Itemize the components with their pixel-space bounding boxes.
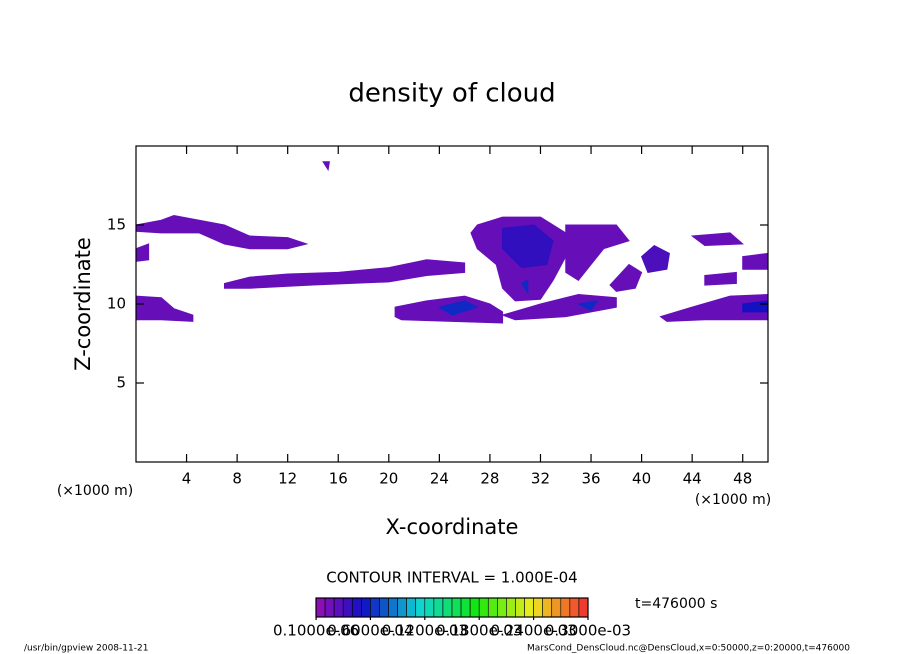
colorbar-frame [315, 597, 589, 618]
colorbar-label: 0.6000e-04 [327, 622, 413, 640]
colorbar-cell [569, 597, 580, 618]
colorbar-cell [533, 597, 543, 618]
colorbar-cell [379, 597, 389, 618]
colorbar-cell [370, 597, 380, 618]
x-tick-label: 48 [733, 470, 752, 488]
y-tick-label: 10 [107, 295, 126, 313]
colorbar-label: 0.1000e-06 [273, 622, 359, 640]
colorbar-cell [560, 597, 571, 618]
x-tick-label: 32 [531, 470, 550, 488]
x-tick-label: 44 [683, 470, 702, 488]
colorbar-cell [469, 597, 480, 618]
x-tick-label: 20 [379, 470, 398, 488]
x-tick-label: 36 [581, 470, 600, 488]
cloud-region [223, 259, 466, 289]
time-label: t=476000 s [635, 596, 717, 612]
cloud-region [438, 300, 479, 316]
cloud-region [609, 263, 643, 292]
colorbar-cell [506, 597, 516, 618]
x-tick-label: 8 [232, 470, 242, 488]
x-tick-label: 28 [480, 470, 499, 488]
cloud-region [135, 295, 194, 322]
colorbar-cell [351, 597, 362, 618]
x-tick-label: 12 [278, 470, 297, 488]
colorbar-cell [397, 597, 407, 618]
cloud-region [690, 232, 744, 247]
colorbar-cell [515, 597, 525, 618]
x-tick-label: 4 [182, 470, 192, 488]
y-axis-label: Z-coordinate [71, 237, 95, 371]
contour-interval: CONTOUR INTERVAL = 1.000E-04 [326, 569, 577, 587]
cloud-region [500, 294, 617, 321]
x-tick-label: 16 [329, 470, 348, 488]
colorbar-label: 0.2400e-03 [490, 622, 576, 640]
cloud-region [576, 300, 599, 311]
y-tick-label: 5 [116, 374, 126, 392]
colorbar-cell [415, 597, 426, 618]
cloud-region [135, 215, 309, 250]
colorbar-cell [324, 597, 335, 618]
colorbar-cell [578, 597, 589, 618]
footer: /usr/bin/gpview 2008-11-21 [24, 644, 148, 654]
cloud-region [322, 161, 330, 172]
colorbar-label: 0.3000e-03 [545, 622, 631, 640]
colorbar-cell [342, 597, 353, 618]
y-tick-label: 15 [107, 216, 126, 234]
colorbar-cell [388, 597, 398, 618]
colorbar-cell [433, 597, 444, 618]
colorbar-cell [478, 597, 489, 618]
colorbar-cell [451, 597, 462, 618]
footer: MarsCond_DensCloud.nc@DensCloud,x=0:5000… [527, 644, 850, 654]
cloud-region [704, 271, 737, 286]
colorbar-cell [497, 597, 507, 618]
cloud-region [502, 224, 554, 269]
colorbar-cell [442, 597, 453, 618]
x-axis-label: X-coordinate [386, 515, 519, 539]
colorbar-cell [333, 597, 344, 618]
colorbar-cell [406, 597, 417, 618]
colorbar-cell [487, 597, 498, 618]
colorbar-cell [315, 597, 326, 618]
cloud-region [742, 252, 769, 270]
cloud-region [565, 224, 630, 281]
cloud-region [520, 279, 529, 295]
colorbar-cell [460, 597, 471, 618]
colorbar-cell [424, 597, 435, 618]
x-unit: (×1000 m) [695, 492, 771, 508]
cloud-region [641, 244, 670, 273]
x-tick-label: 40 [632, 470, 651, 488]
colorbar-label: 0.1800e-03 [436, 622, 522, 640]
cloud-region [135, 243, 150, 262]
colorbar-cell [542, 597, 553, 618]
chart-title: density of cloud [348, 79, 555, 109]
x-unit: (×1000 m) [57, 483, 133, 499]
x-tick-label: 24 [430, 470, 449, 488]
colorbar-cell [361, 597, 371, 618]
colorbar-cell [551, 597, 562, 618]
colorbar-cell [524, 597, 534, 618]
colorbar-label: 0.1200e-03 [382, 622, 468, 640]
